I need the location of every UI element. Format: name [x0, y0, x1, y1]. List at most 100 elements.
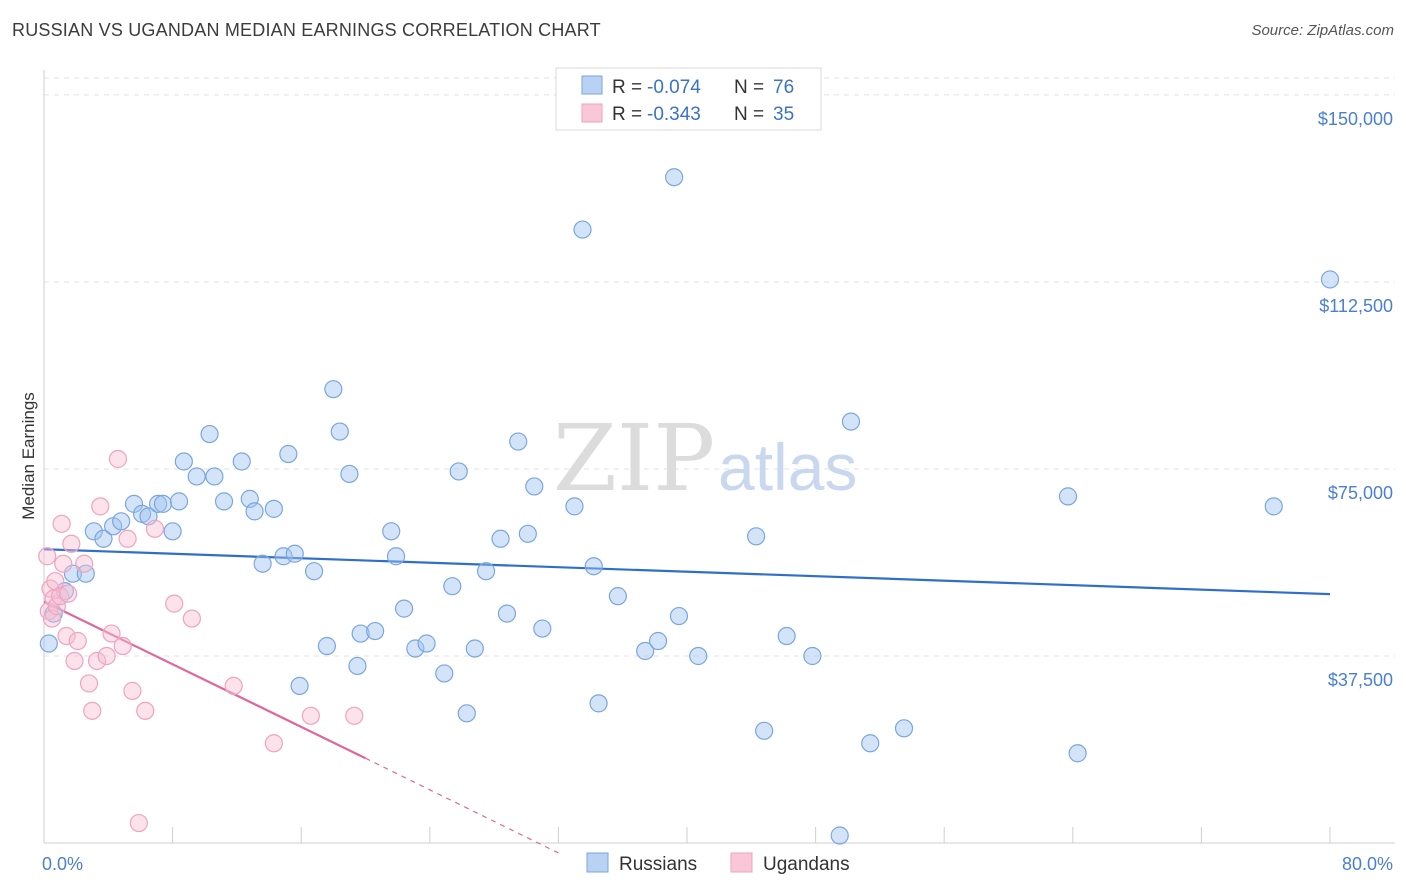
point-russians: [608, 587, 627, 606]
watermark-zip: ZIP: [553, 405, 715, 512]
point-russians: [497, 604, 517, 623]
point-russians: [324, 380, 343, 399]
bottom-legend-swatch-ugandans: [730, 852, 753, 873]
legend-n-label-1: N =: [734, 77, 764, 98]
point-russians: [476, 562, 496, 581]
point-russians: [1320, 270, 1340, 289]
legend-n-value-1: 76: [773, 77, 794, 98]
point-russians: [94, 529, 113, 548]
point-russians: [112, 512, 131, 531]
trend-line-ugandans: [43, 600, 366, 760]
legend-swatch-russians: [581, 75, 603, 95]
point-ugandans: [224, 676, 243, 696]
point-russians: [187, 467, 206, 486]
legend-r-label-2: R =: [612, 104, 642, 125]
point-russians: [465, 639, 484, 658]
point-russians: [803, 646, 822, 666]
point-russians: [841, 412, 861, 431]
point-russians: [279, 444, 298, 464]
x-tick-min: 0.0%: [42, 854, 83, 874]
point-russians: [317, 636, 337, 656]
point-russians: [174, 452, 193, 471]
point-ugandans: [68, 631, 87, 651]
point-ugandans: [113, 636, 132, 656]
bottom-legend-ugandans: Ugandans: [763, 854, 850, 875]
data-points: [38, 168, 1340, 845]
trend-lines: [43, 548, 1331, 854]
point-russians: [449, 462, 468, 481]
point-ugandans: [123, 681, 142, 700]
point-ugandans: [83, 701, 102, 720]
point-russians: [149, 494, 168, 513]
point-russians: [382, 522, 401, 541]
point-ugandans: [75, 554, 94, 573]
point-russians: [205, 467, 224, 486]
point-russians: [1058, 487, 1078, 506]
point-russians: [285, 544, 304, 563]
point-ugandans: [129, 813, 148, 833]
legend-r-label-1: R =: [612, 77, 642, 98]
point-ugandans: [54, 554, 73, 573]
y-tick-label: $112,500: [1319, 296, 1393, 316]
y-axis-label: Median Earnings: [19, 392, 38, 520]
point-russians: [573, 220, 592, 239]
legend-r-value-2: -0.343: [647, 104, 701, 125]
point-russians: [861, 734, 880, 753]
legend-swatch-ugandans: [581, 103, 603, 123]
point-ugandans: [118, 529, 137, 548]
y-tick-labels: $37,500 $75,000 $112,500 $150,000: [1318, 109, 1393, 690]
point-russians: [348, 656, 367, 676]
point-russians: [386, 547, 406, 566]
watermark-atlas: atlas: [718, 430, 857, 504]
point-ugandans: [345, 706, 364, 725]
point-russians: [304, 562, 324, 581]
bottom-legend-russians: Russians: [619, 854, 697, 875]
grid-lines: [44, 77, 1395, 657]
legend-r-value-1: -0.074: [647, 77, 701, 98]
bottom-legend-swatch-russians: [586, 852, 609, 873]
point-ugandans: [264, 734, 283, 753]
x-tick-max: 80.0%: [1342, 854, 1393, 874]
point-russians: [777, 626, 796, 646]
point-russians: [665, 168, 684, 187]
point-russians: [894, 719, 914, 738]
point-russians: [406, 639, 425, 658]
point-russians: [648, 631, 668, 651]
point-ugandans: [91, 497, 110, 516]
point-ugandans: [65, 651, 84, 671]
legend: R = -0.074 N = 76 R = -0.343 N = 35: [555, 67, 822, 131]
point-russians: [245, 502, 264, 521]
point-russians: [636, 641, 655, 661]
point-russians: [584, 557, 603, 576]
point-russians: [366, 621, 385, 641]
point-russians: [830, 826, 849, 845]
point-russians: [214, 492, 234, 511]
point-russians: [253, 554, 272, 573]
point-russians: [153, 494, 173, 513]
watermark: ZIP atlas: [553, 405, 857, 512]
point-ugandans: [165, 594, 184, 613]
point-russians: [274, 547, 293, 566]
point-ugandans: [57, 626, 76, 646]
point-ugandans: [47, 597, 66, 616]
point-ugandans: [102, 624, 121, 643]
point-ugandans: [182, 609, 201, 628]
point-russians: [457, 704, 476, 723]
point-russians: [533, 619, 552, 638]
point-russians: [232, 452, 251, 471]
chart-title: RUSSIAN VS UGANDAN MEDIAN EARNINGS CORRE…: [12, 20, 601, 40]
point-russians: [518, 524, 537, 543]
legend-n-label-2: N =: [734, 104, 764, 125]
point-russians: [689, 646, 708, 666]
point-ugandans: [97, 646, 116, 666]
point-russians: [351, 624, 370, 643]
trend-line-russians: [43, 548, 1331, 596]
point-ugandans: [301, 706, 320, 725]
chart-source: Source: ZipAtlas.com: [1251, 22, 1394, 39]
y-tick-label: $150,000: [1318, 109, 1393, 129]
point-russians: [330, 422, 349, 441]
point-russians: [264, 499, 283, 518]
axes: [43, 70, 1395, 844]
point-russians: [200, 424, 219, 444]
